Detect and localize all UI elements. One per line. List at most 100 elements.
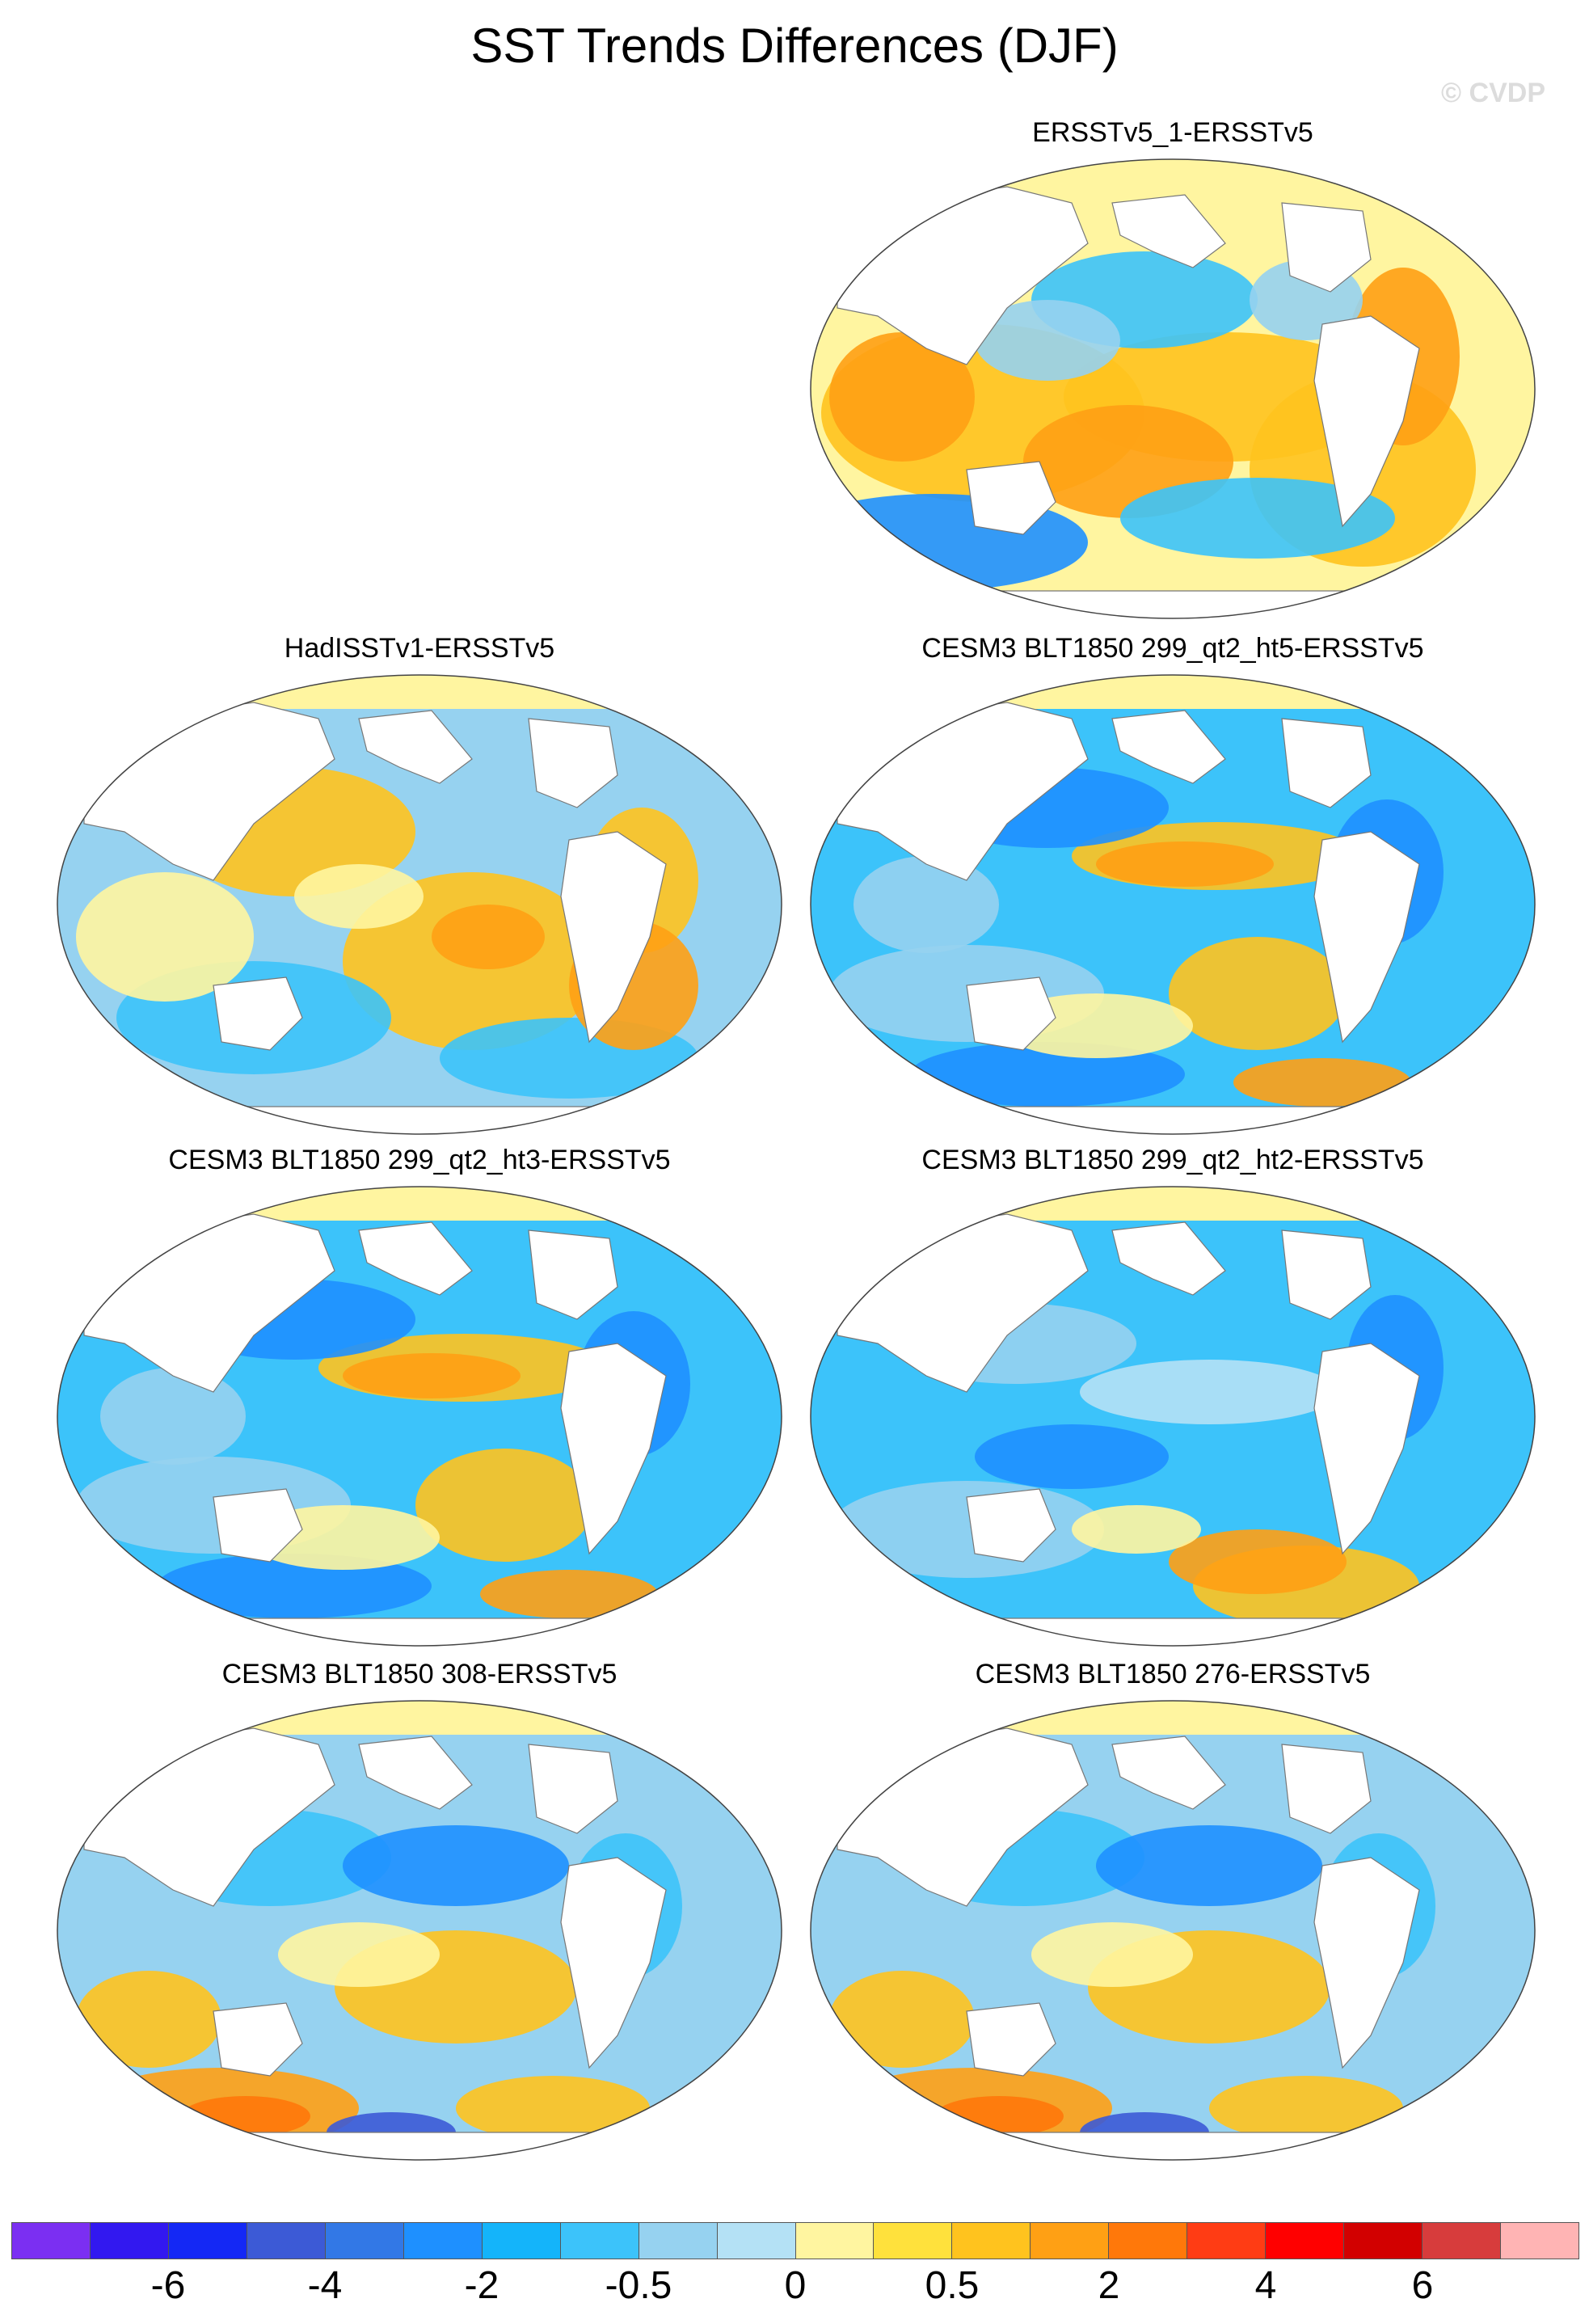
colorbar-labels: -6 -4 -2 -0.5 0 0.5 2 4 6 (11, 2263, 1579, 2312)
land-mass (966, 976, 1056, 1051)
colorbar-tick-label: -0.5 (605, 2264, 672, 2307)
colorbar-swatch (325, 2223, 404, 2259)
colorbar-tick-label: 4 (1254, 2264, 1277, 2307)
land-mass (358, 1221, 473, 1296)
world-map (810, 1186, 1536, 1647)
world-map (57, 674, 782, 1135)
land-mass (1111, 710, 1226, 784)
colorbar-swatch (639, 2223, 718, 2259)
anomaly-region (76, 1971, 221, 2068)
anomaly-region (1080, 1360, 1338, 1424)
colorbar-tick-label: -6 (150, 2264, 186, 2307)
colorbar-tick-label: 6 (1411, 2264, 1434, 2307)
anomaly-region (343, 1825, 569, 1906)
anomaly-region (975, 300, 1120, 381)
colorbar-swatch (560, 2223, 639, 2259)
colorbar-tick-label: 0 (784, 2264, 807, 2307)
land-mass (966, 1488, 1056, 1563)
land-mass (213, 1488, 303, 1563)
land-mass (358, 710, 473, 784)
map-border (810, 158, 1536, 619)
anomaly-region (1169, 1529, 1347, 1594)
map-border (810, 674, 1536, 1135)
colorbar-swatch (12, 2223, 91, 2259)
arctic-region (57, 1187, 782, 1221)
land-mass (213, 2002, 303, 2077)
land-mass (1281, 1229, 1372, 1320)
anomaly-region (829, 1481, 1104, 1578)
anomaly-region (854, 856, 999, 953)
anomaly-region (157, 1554, 432, 1618)
land-mass (1313, 315, 1420, 528)
arctic-region (57, 675, 782, 709)
land-mass (1313, 1857, 1420, 2069)
colorbar-swatch (952, 2223, 1031, 2259)
colorbar-swatch (1187, 2223, 1267, 2259)
colorbar-swatch (1109, 2223, 1188, 2259)
colorbar (11, 2222, 1579, 2259)
map-border (810, 1700, 1536, 2161)
land-mass (560, 1343, 667, 1555)
map-border (57, 674, 782, 1135)
arctic-region (811, 1187, 1535, 1221)
colorbar-swatch (1031, 2223, 1110, 2259)
land-mass (1313, 1343, 1420, 1555)
anomaly-region (1096, 841, 1274, 887)
colorbar-swatch (1501, 2223, 1579, 2259)
land-mass (528, 718, 618, 808)
anomaly-region (432, 905, 545, 969)
land-mass (1111, 194, 1226, 268)
colorbar-swatch (717, 2223, 796, 2259)
arctic-region (811, 159, 1535, 193)
anomaly-region (343, 1353, 521, 1398)
arctic-region (57, 1701, 782, 1735)
land-mass (1281, 718, 1372, 808)
colorbar-swatch (1344, 2223, 1423, 2259)
cvdp-credit: © CVDP (1441, 78, 1545, 108)
land-mass (1111, 1736, 1226, 1810)
colorbar-swatch (874, 2223, 953, 2259)
panel-title: CESM3 BLT1850 299_qt2_ht5-ERSSTv5 (921, 633, 1424, 664)
anomaly-region (934, 2096, 1064, 2136)
panel-title: CESM3 BLT1850 299_qt2_ht3-ERSSTv5 (168, 1145, 671, 1175)
land-mass (1281, 202, 1372, 293)
anomaly-region (829, 332, 975, 462)
colorbar-swatch (247, 2223, 326, 2259)
anomaly-region (1072, 1505, 1201, 1554)
anomaly-region (829, 1971, 975, 2068)
world-map (810, 674, 1536, 1135)
colorbar-tick-label: 2 (1098, 2264, 1120, 2307)
map-border (57, 1700, 782, 2161)
land-mass (528, 1229, 618, 1320)
panel-title: CESM3 BLT1850 299_qt2_ht2-ERSSTv5 (921, 1145, 1424, 1175)
anomaly-region (415, 1449, 593, 1562)
colorbar-tick-label: -2 (464, 2264, 499, 2307)
colorbar-swatch (795, 2223, 875, 2259)
land-mass (966, 461, 1056, 535)
anomaly-region (480, 1570, 658, 1618)
panel-title: HadISSTv1-ERSSTv5 (284, 633, 555, 664)
map-border (810, 1186, 1536, 1647)
colorbar-swatch (482, 2223, 561, 2259)
colorbar-tick-label: 0.5 (925, 2264, 980, 2307)
land-mass (358, 1736, 473, 1810)
land-mass (1281, 1744, 1372, 1834)
world-map (810, 1700, 1536, 2161)
anomaly-region (294, 864, 424, 929)
land-mass (1313, 831, 1420, 1044)
land-mass (528, 1744, 618, 1834)
land-mass (560, 1857, 667, 2069)
anomaly-region (1031, 1922, 1193, 1987)
anomaly-region (181, 2096, 310, 2136)
arctic-region (811, 675, 1535, 709)
anomaly-region (975, 1424, 1169, 1489)
land-mass (1111, 1221, 1226, 1296)
colorbar-tick-label: -4 (307, 2264, 343, 2307)
anomaly-region (76, 872, 254, 1002)
colorbar-swatch (168, 2223, 247, 2259)
panel-title: CESM3 BLT1850 308-ERSSTv5 (221, 1659, 617, 1689)
panel-title: ERSSTv5_1-ERSSTv5 (1032, 117, 1313, 148)
colorbar-swatch (1423, 2223, 1502, 2259)
figure-title: SST Trends Differences (DJF) (470, 19, 1119, 73)
panel-title: CESM3 BLT1850 276-ERSSTv5 (975, 1659, 1371, 1689)
